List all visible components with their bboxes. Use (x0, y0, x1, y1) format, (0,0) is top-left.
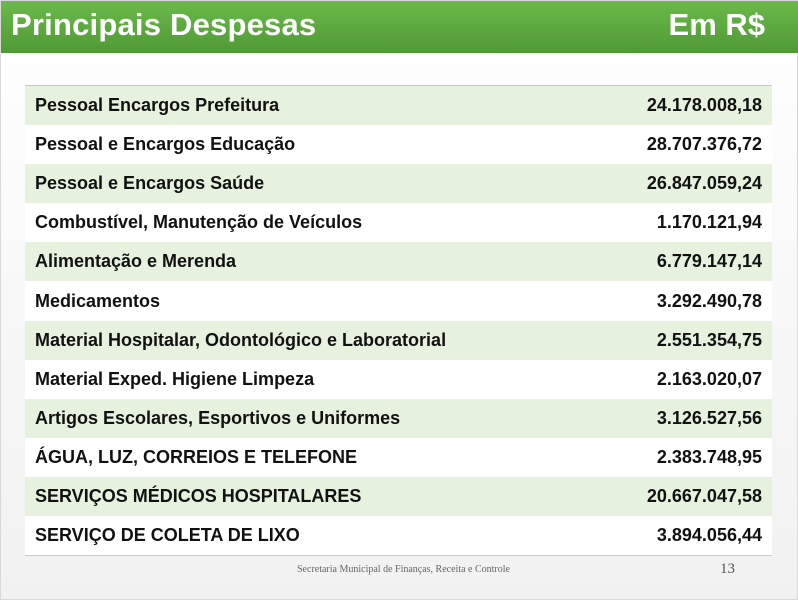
expense-label: Pessoal Encargos Prefeitura (35, 95, 280, 116)
page-number: 13 (720, 561, 735, 577)
table-row: Material Exped. Higiene Limpeza 2.163.02… (25, 359, 772, 399)
footer-text: Secretaria Municipal de Finanças, Receit… (297, 564, 510, 575)
expense-label: Artigos Escolares, Esportivos e Uniforme… (35, 407, 401, 428)
currency-label: Em R$ (668, 7, 765, 42)
expense-value: 20.667.047,58 (646, 485, 762, 506)
expense-label: ÁGUA, LUZ, CORREIOS E TELEFONE (35, 446, 358, 467)
expense-label: SERVIÇO DE COLETA DE LIXO (35, 525, 300, 546)
table-row: Artigos Escolares, Esportivos e Uniforme… (25, 398, 772, 438)
expenses-table: Pessoal Encargos Prefeitura 24.178.008,1… (25, 85, 772, 557)
page-title: Principais Despesas (11, 7, 317, 42)
expense-label: Medicamentos (35, 290, 161, 311)
expense-value: 2.551.354,75 (656, 329, 762, 350)
header-bar: Principais Despesas Em R$ (1, 1, 798, 53)
table-divider (25, 555, 772, 557)
expense-value: 24.178.008,18 (646, 95, 762, 116)
table-row: ÁGUA, LUZ, CORREIOS E TELEFONE 2.383.748… (25, 437, 772, 477)
expense-value: 28.707.376,72 (646, 134, 762, 155)
table-row: Combustível, Manutenção de Veículos 1.17… (25, 203, 772, 243)
expense-label: Combustível, Manutenção de Veículos (35, 212, 363, 233)
table-row: Pessoal e Encargos Educação 28.707.376,7… (25, 125, 772, 165)
expense-label: Alimentação e Merenda (35, 251, 237, 272)
expense-value: 3.894.056,44 (656, 525, 762, 546)
expense-value: 3.126.527,56 (656, 407, 762, 428)
table-row: Pessoal e Encargos Saúde 26.847.059,24 (25, 164, 772, 204)
table-row: SERVIÇO DE COLETA DE LIXO 3.894.056,44 (25, 516, 772, 556)
expense-label: Material Hospitalar, Odontológico e Labo… (35, 329, 447, 350)
expense-value: 26.847.059,24 (646, 173, 762, 194)
table-row: Material Hospitalar, Odontológico e Labo… (25, 320, 772, 360)
expense-value: 1.170.121,94 (656, 212, 762, 233)
expense-label: SERVIÇOS MÉDICOS HOSPITALARES (35, 485, 362, 506)
expense-value: 2.383.748,95 (656, 446, 762, 467)
expense-label: Pessoal e Encargos Saúde (35, 173, 265, 194)
table-row: Alimentação e Merenda 6.779.147,14 (25, 242, 772, 282)
expense-value: 3.292.490,78 (656, 290, 762, 311)
table-row: SERVIÇOS MÉDICOS HOSPITALARES 20.667.047… (25, 476, 772, 517)
expense-label: Pessoal e Encargos Educação (35, 134, 296, 155)
table-row: Medicamentos 3.292.490,78 (25, 281, 772, 321)
expense-value: 6.779.147,14 (656, 251, 762, 272)
expense-value: 2.163.020,07 (656, 368, 762, 389)
expense-label: Material Exped. Higiene Limpeza (35, 368, 315, 389)
table-row: Pessoal Encargos Prefeitura 24.178.008,1… (25, 86, 772, 126)
